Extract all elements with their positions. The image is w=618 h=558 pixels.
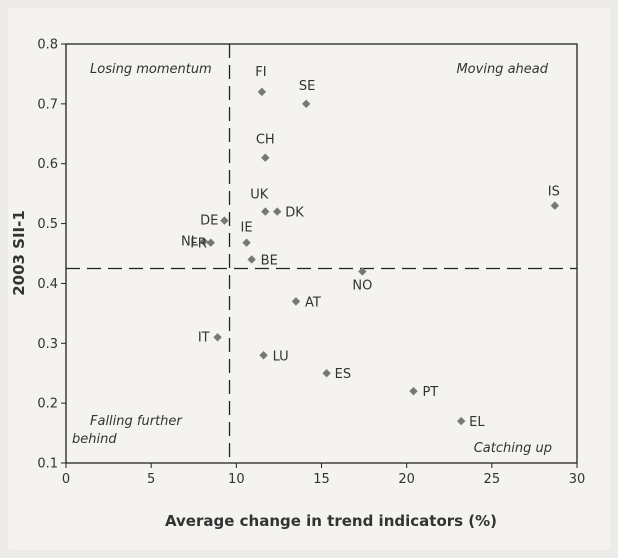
data-point-dk bbox=[273, 207, 282, 216]
y-tick-label: 0.2 bbox=[37, 397, 58, 412]
point-label-nl: NL bbox=[181, 235, 199, 250]
y-tick-label: 0.1 bbox=[37, 457, 58, 472]
data-point-el bbox=[456, 416, 466, 426]
data-point-fr bbox=[206, 238, 215, 247]
y-axis-title: 2003 SII-1 bbox=[10, 210, 28, 296]
plot-area bbox=[8, 8, 610, 550]
quadrant-label-moving-ahead: Moving ahead bbox=[456, 62, 548, 77]
x-axis-title: Average change in trend indicators (%) bbox=[165, 512, 497, 530]
x-tick-label: 5 bbox=[147, 472, 155, 487]
point-label-lu: LU bbox=[273, 349, 289, 364]
y-tick-label: 0.8 bbox=[37, 38, 58, 53]
quadrant-label-falling-further: Falling further bbox=[90, 414, 183, 429]
point-label-fi: FI bbox=[255, 65, 266, 80]
point-label-uk: UK bbox=[250, 188, 269, 203]
x-axis-ticks: 0 5 10 15 20 25 30 bbox=[62, 463, 585, 487]
y-tick-label: 0.3 bbox=[37, 337, 58, 352]
data-point-pt bbox=[409, 386, 418, 396]
point-label-no: NO bbox=[352, 278, 372, 293]
data-point-be bbox=[247, 255, 256, 264]
point-label-ie: IE bbox=[241, 221, 253, 236]
quadrant-label-losing-momentum: Losing momentum bbox=[90, 62, 212, 77]
data-point-nl bbox=[199, 237, 209, 246]
quadrant-label-catching-up: Catching up bbox=[474, 441, 552, 456]
x-tick-label: 10 bbox=[228, 472, 245, 487]
y-tick-label: 0.7 bbox=[37, 97, 58, 112]
point-label-be: BE bbox=[261, 253, 278, 268]
data-point-lu bbox=[259, 351, 268, 360]
point-label-ch: CH bbox=[256, 133, 275, 148]
data-point-es bbox=[322, 369, 331, 378]
data-point-ch bbox=[261, 153, 270, 162]
data-point-uk bbox=[261, 207, 270, 216]
data-point-is bbox=[550, 201, 560, 210]
point-label-el: EL bbox=[469, 415, 485, 430]
x-tick-label: 15 bbox=[313, 472, 330, 487]
point-label-pt: PT bbox=[422, 385, 438, 400]
y-tick-label: 0.5 bbox=[37, 217, 58, 232]
point-label-es: ES bbox=[335, 367, 351, 382]
data-point-de bbox=[220, 216, 229, 225]
x-tick-label: 30 bbox=[569, 472, 586, 487]
point-label-dk: DK bbox=[285, 206, 304, 221]
quadrant-label-behind: behind bbox=[72, 432, 117, 447]
y-tick-label: 0.4 bbox=[37, 277, 58, 292]
x-tick-label: 25 bbox=[484, 472, 501, 487]
data-point-se bbox=[301, 99, 311, 109]
y-tick-label: 0.6 bbox=[37, 157, 58, 172]
data-point-at bbox=[291, 297, 301, 306]
data-point-no bbox=[358, 267, 367, 276]
x-tick-label: 20 bbox=[398, 472, 415, 487]
point-label-se: SE bbox=[299, 79, 315, 94]
data-point-fi bbox=[257, 87, 267, 97]
point-label-it: IT bbox=[198, 330, 210, 345]
point-label-de: DE bbox=[200, 214, 218, 229]
point-label-at: AT bbox=[305, 295, 321, 310]
x-tick-label: 0 bbox=[62, 472, 70, 487]
data-point-it bbox=[213, 333, 222, 342]
point-label-fr: FR bbox=[190, 237, 207, 252]
point-label-is: IS bbox=[548, 185, 560, 200]
y-axis-ticks: 0.1 0.2 0.3 0.4 0.5 0.6 0.7 0.8 bbox=[37, 38, 66, 472]
data-point-ie bbox=[242, 238, 251, 247]
